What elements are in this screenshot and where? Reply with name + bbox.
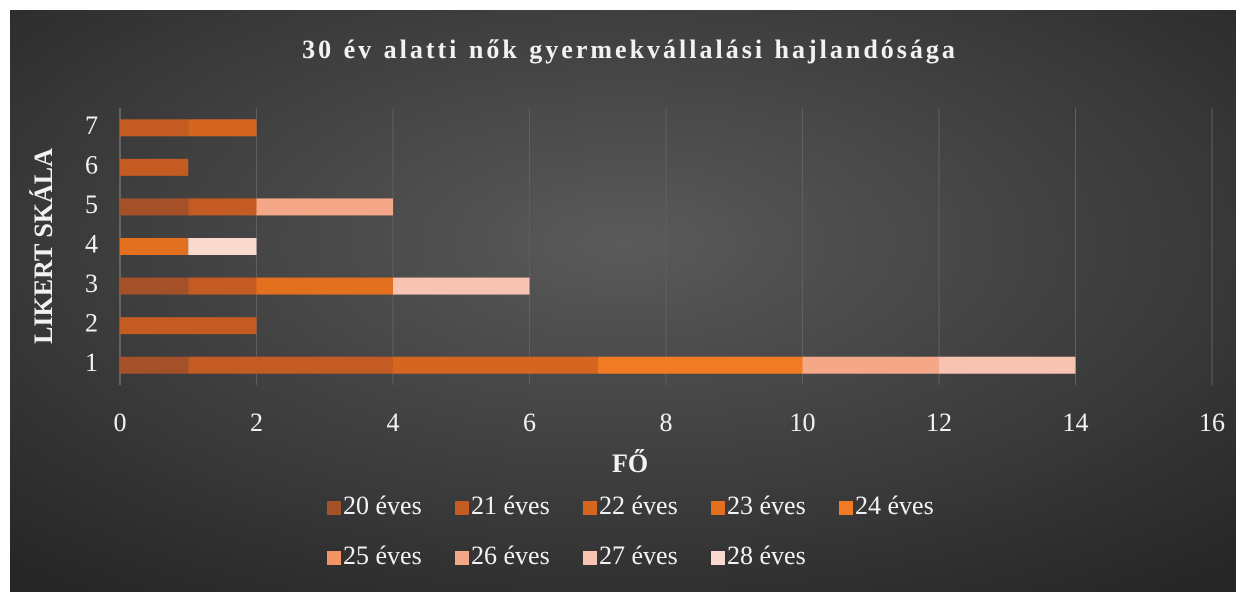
x-tick-label: 14 [1063,408,1089,437]
x-tick-label: 0 [114,408,127,437]
legend-label: 23 éves [727,491,806,520]
x-tick-label: 16 [1199,408,1225,437]
bar-segment [120,158,189,176]
bar-segment [188,198,257,216]
bar-segment [393,277,530,295]
x-tick-label: 10 [790,408,816,437]
y-tick-label: 5 [85,190,98,219]
bar-segment [120,198,189,216]
legend-label: 27 éves [599,541,678,570]
chart-title: 30 év alatti nők gyermekvállalási hajlan… [302,35,958,64]
legend-label: 24 éves [855,491,934,520]
bar-segment [120,317,257,335]
bar-segment [120,238,189,255]
bar-segment [256,198,393,216]
y-tick-label: 7 [85,111,98,140]
y-tick-label: 2 [85,309,98,338]
y-axis-title: LIKERT SKÁLA [29,148,58,344]
legend-swatch [839,501,853,515]
chart-background [10,10,1236,592]
legend-label: 26 éves [471,541,550,570]
y-tick-label: 4 [85,229,98,258]
bar-segment [393,356,598,374]
legend-swatch [583,501,597,515]
x-tick-label: 4 [387,408,400,437]
bar-segment [597,356,803,374]
x-tick-label: 8 [660,408,673,437]
legend-label: 20 éves [343,491,422,520]
bar-segment [939,356,1076,374]
legend-swatch [455,551,469,565]
bar-segment [256,277,393,295]
legend-swatch [327,501,341,515]
x-axis-title: FŐ [612,449,648,478]
legend-swatch [327,551,341,565]
x-tick-label: 2 [250,408,263,437]
y-tick-label: 1 [85,348,98,377]
bar-segment [802,356,939,374]
bar-segment [120,356,189,374]
bar-segment [120,119,189,137]
legend-swatch [711,551,725,565]
legend-label: 25 éves [343,541,422,570]
x-tick-label: 12 [926,408,952,437]
y-tick-label: 6 [85,150,98,179]
bar-segment [188,238,257,255]
bar-segment [188,277,257,295]
legend-label: 21 éves [471,491,550,520]
legend-swatch [583,551,597,565]
bar-segment [188,119,257,137]
legend-label: 22 éves [599,491,678,520]
bar-segment [188,356,393,374]
bar-segment [120,277,189,295]
legend-label: 28 éves [727,541,806,570]
x-tick-label: 6 [523,408,536,437]
y-tick-label: 3 [85,269,98,298]
legend-swatch [711,501,725,515]
legend-swatch [455,501,469,515]
